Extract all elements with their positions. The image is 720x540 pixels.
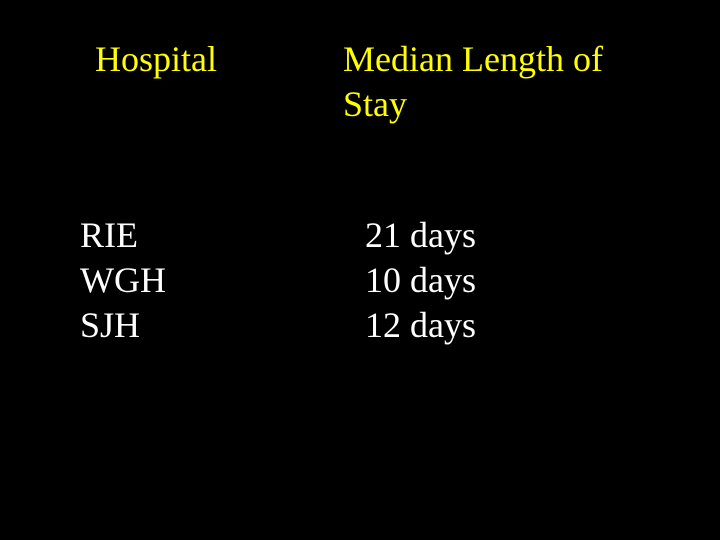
table-row-hospital: WGH bbox=[80, 258, 166, 303]
column-header-hospital: Hospital bbox=[95, 37, 217, 82]
table-row-hospital: RIE bbox=[80, 213, 138, 258]
hospital-name: RIE bbox=[80, 215, 138, 255]
stay-value: 10 days bbox=[365, 260, 476, 300]
table-row-stay: 21 days bbox=[365, 213, 476, 258]
stay-value: 12 days bbox=[365, 305, 476, 345]
stay-value: 21 days bbox=[365, 215, 476, 255]
column-header-median-length-of-stay: Median Length of Stay bbox=[343, 37, 603, 127]
table-row-stay: 12 days bbox=[365, 303, 476, 348]
column-header-hospital-text: Hospital bbox=[95, 39, 217, 79]
column-header-median-length-of-stay-text: Median Length of Stay bbox=[343, 39, 603, 124]
hospital-name: SJH bbox=[80, 305, 140, 345]
slide: Hospital Median Length of Stay RIE 21 da… bbox=[0, 0, 720, 540]
table-row-hospital: SJH bbox=[80, 303, 140, 348]
hospital-name: WGH bbox=[80, 260, 166, 300]
table-row-stay: 10 days bbox=[365, 258, 476, 303]
